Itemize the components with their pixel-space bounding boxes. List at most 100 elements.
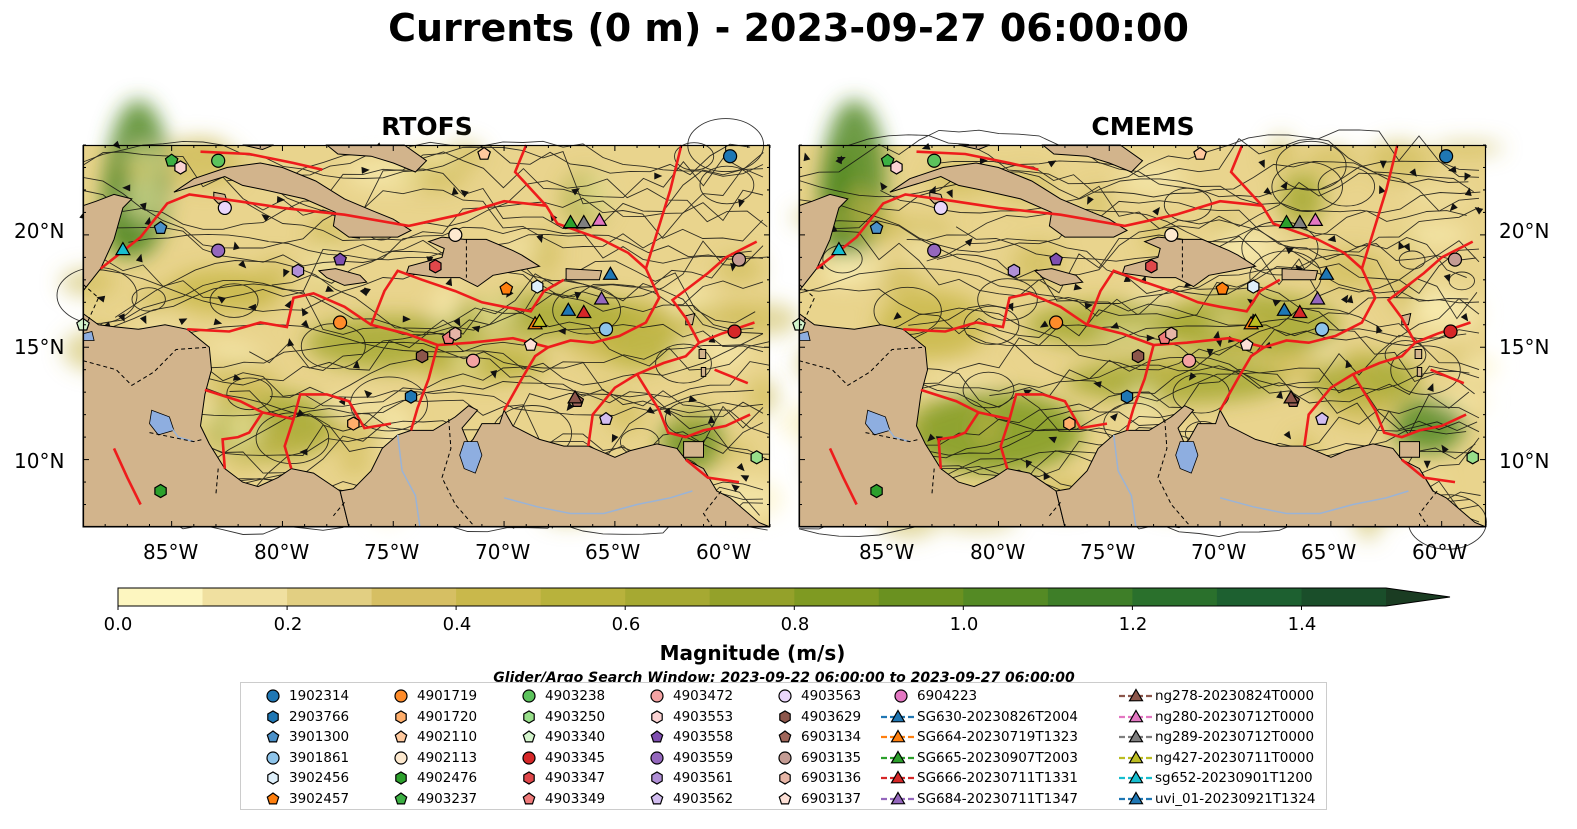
country-border: [82, 346, 210, 387]
legend-label: 4902110: [417, 729, 478, 745]
river: [1219, 490, 1409, 515]
colorbar-segment: [371, 588, 457, 606]
argo-float-6903135: [731, 252, 747, 267]
legend-label: 6903135: [801, 749, 862, 766]
lon-tick-80w-right: 80°W: [970, 540, 1026, 564]
legend-label: 4903553: [673, 708, 734, 725]
land: [317, 268, 368, 286]
field-patch: [529, 228, 560, 276]
legend-label: 4903472: [673, 688, 734, 704]
argo-float-2903766: [1120, 389, 1134, 404]
flow-arrow: [1047, 160, 1057, 168]
flow-arrow: [1025, 459, 1033, 469]
field-patch: [748, 378, 779, 415]
land: [700, 367, 707, 377]
flow-arrow: [964, 237, 973, 247]
glider-ng278-20230824T0000: [567, 389, 583, 404]
flow-arrow: [1276, 390, 1283, 399]
float-legend-marker-icon: [522, 689, 536, 703]
eddy-streamline: [552, 286, 621, 335]
legend-label: SG684-20230711T1347: [917, 790, 1078, 807]
flow-arrow: [112, 140, 121, 149]
legend-float-marker: [651, 709, 663, 724]
colorbar-segment: [878, 588, 964, 606]
colorbar-segment: [287, 588, 373, 606]
flow-arrow: [178, 318, 188, 325]
legend-float-marker: [522, 730, 536, 743]
eddy-streamline: [1317, 166, 1376, 207]
legend-label: uvi_01-20230921T1324: [1155, 790, 1316, 807]
lon-tick-85w-left: 85°W: [143, 540, 199, 564]
colorbar-extend-arrow: [1386, 588, 1450, 606]
legend-float-marker: [522, 791, 536, 804]
legend-float-marker: [651, 771, 663, 785]
flow-arrow: [1073, 283, 1083, 291]
glider-uvi_01-20230921T1324: [1318, 266, 1335, 280]
flow-arrow: [1376, 324, 1383, 334]
flow-arrow: [646, 406, 655, 414]
eez-boundary: [1386, 240, 1474, 344]
legend-label: 4903562: [673, 790, 734, 807]
country-border: [1049, 501, 1061, 517]
river: [503, 490, 693, 515]
legend-float-marker: [267, 771, 279, 785]
eez-boundary: [635, 373, 751, 439]
field-patch: [1406, 191, 1469, 204]
flow-arrow: [688, 395, 698, 403]
flow-arrow: [1215, 338, 1223, 348]
legend-label: 4903345: [545, 749, 606, 766]
legend-label: SG630-20230826T2004: [917, 708, 1078, 725]
glider-sg652-20230901T1200: [114, 241, 131, 256]
flow-arrow: [979, 157, 988, 165]
argo-float-3902457: [1215, 281, 1230, 295]
glider-SG666-20230711T1331: [575, 304, 592, 319]
float-legend-marker-icon: [650, 689, 664, 703]
eddy-streamline: [674, 142, 715, 171]
argo-float-6903137: [523, 337, 538, 351]
streamline: [269, 356, 770, 398]
glider-legend-marker-icon: [1119, 729, 1153, 743]
streamline: [798, 171, 1480, 229]
legend-label: 6903137: [801, 790, 862, 807]
eez-boundary: [1085, 269, 1281, 326]
legend-float-marker: [650, 791, 664, 804]
eez-boundary: [502, 205, 661, 411]
lon-tick-60w-left: 60°W: [696, 540, 752, 564]
argo-float-3902457: [499, 281, 514, 295]
argo-float-4903347: [1145, 259, 1158, 274]
flow-arrow: [1258, 159, 1265, 169]
country-border: [1157, 419, 1190, 526]
argo-float-3901300: [869, 220, 884, 235]
field-patch: [716, 254, 763, 284]
legend-label: 4901720: [417, 708, 478, 725]
glider-ng289-20230712T0000: [575, 214, 592, 229]
colorbar-outline: [117, 587, 1451, 607]
float-legend-marker-icon: [395, 771, 407, 785]
argo-float-4903562: [1315, 411, 1329, 425]
legend-float-marker: [267, 709, 279, 724]
field-patch: [881, 218, 954, 240]
colorbar-tick: 1.2: [1118, 614, 1148, 635]
streamline: [270, 141, 751, 176]
argo-float-1902314: [723, 149, 738, 164]
flow-arrow: [571, 188, 580, 196]
flow-arrow: [893, 312, 902, 320]
flow-arrow: [1427, 383, 1434, 392]
streamline: [955, 225, 1477, 262]
colorbar-segment: [202, 588, 288, 606]
legend-label: 3901300: [289, 729, 350, 745]
legend-label: ng278-20230824T0000: [1155, 688, 1315, 704]
eez-boundary: [200, 150, 323, 171]
eez-boundary: [670, 240, 758, 344]
flow-arrow: [1087, 196, 1094, 205]
flow-arrow: [1263, 187, 1272, 195]
flow-arrow: [1346, 294, 1354, 304]
flow-arrow: [1110, 322, 1120, 329]
land: [1033, 268, 1084, 286]
float-legend-marker-icon: [778, 750, 792, 765]
land: [1414, 349, 1423, 359]
land: [889, 162, 1129, 238]
glider-legend-marker-icon: [1119, 770, 1153, 784]
eddy-streamline: [962, 371, 1015, 409]
argo-float-4903238: [211, 153, 226, 168]
